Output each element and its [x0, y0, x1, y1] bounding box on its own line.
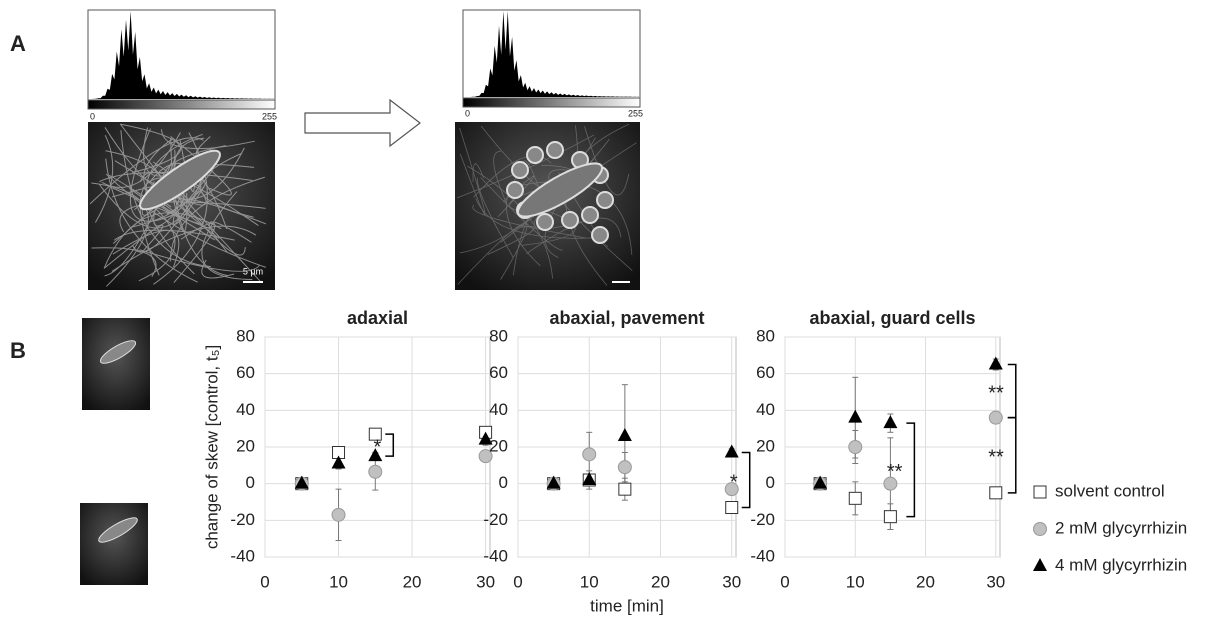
legend-label: 2 mM glycyrrhizin: [1055, 518, 1187, 537]
point: [848, 409, 863, 423]
point: [368, 448, 383, 462]
x-tick-label: 0: [260, 572, 269, 591]
point: [368, 464, 383, 479]
histogram-min: 0: [465, 108, 470, 118]
y-tick-label: 60: [489, 363, 508, 382]
arrow: [304, 98, 421, 148]
thumbnail: [80, 503, 148, 585]
legend-marker: [1033, 558, 1047, 571]
point: [478, 431, 493, 445]
chart-title: adaxial: [347, 308, 408, 328]
histogram: [464, 11, 639, 97]
point: [617, 428, 632, 441]
point: [368, 427, 382, 441]
point: [989, 486, 1003, 500]
x-tick-label: 30: [722, 572, 741, 591]
point: [848, 491, 862, 505]
point: [988, 356, 1003, 370]
x-tick-label: 10: [580, 572, 599, 591]
y-tick-label: 60: [756, 363, 775, 382]
legend-marker: [1033, 522, 1047, 536]
significance-label: **: [988, 447, 1004, 469]
panel-label: A: [10, 31, 26, 56]
y-tick-label: 80: [489, 326, 508, 345]
x-tick-label: 20: [403, 572, 422, 591]
y-tick-label: 40: [236, 400, 255, 419]
y-tick-label: 20: [489, 436, 508, 455]
y-tick-label: 40: [756, 400, 775, 419]
histogram: [89, 11, 274, 99]
x-tick-label: 0: [780, 572, 789, 591]
point: [848, 440, 863, 454]
significance-label: **: [988, 382, 1004, 404]
y-tick-label: -40: [750, 546, 775, 565]
significance-label: *: [373, 436, 381, 458]
chart-title: abaxial, pavement: [549, 308, 704, 328]
histogram-max: 255: [262, 111, 277, 121]
thumbnail: [82, 318, 150, 410]
significance-label: **: [887, 461, 903, 483]
point: [546, 475, 561, 489]
legend-label: 4 mM glycyrrhizin: [1055, 555, 1187, 574]
significance-bracket: [741, 451, 751, 509]
legend-label: solvent control: [1055, 481, 1165, 500]
point: [618, 482, 632, 496]
significance-bracket: [1007, 416, 1017, 494]
chart-title: abaxial, guard cells: [809, 308, 975, 328]
x-tick-label: 10: [329, 572, 348, 591]
point: [617, 460, 632, 475]
y-tick-label: 40: [489, 400, 508, 419]
point: [582, 447, 597, 462]
significance-bracket: [385, 433, 395, 457]
point: [331, 507, 346, 522]
y-tick-label: 60: [236, 363, 255, 382]
y-tick-label: -40: [483, 546, 508, 565]
x-tick-label: 20: [651, 572, 670, 591]
significance-bracket: [906, 422, 916, 518]
y-tick-label: 0: [499, 473, 508, 492]
y-tick-label: 20: [756, 436, 775, 455]
point: [883, 415, 898, 429]
x-axis-label: time [min]: [590, 596, 664, 615]
histogram-min: 0: [90, 111, 95, 121]
y-tick-label: -20: [483, 510, 508, 529]
gray-ramp: [87, 99, 276, 110]
histogram-max: 255: [628, 108, 643, 118]
point: [725, 501, 739, 514]
x-tick-label: 30: [476, 572, 495, 591]
legend-marker: [1033, 485, 1047, 499]
y-tick-label: 80: [756, 326, 775, 345]
significance-bracket: [1007, 363, 1017, 419]
y-tick-label: 0: [246, 473, 255, 492]
point: [988, 410, 1003, 425]
point: [883, 510, 897, 524]
x-tick-label: 30: [986, 572, 1005, 591]
y-tick-label: -20: [230, 510, 255, 529]
point: [331, 455, 346, 469]
micrograph: 5 µm: [88, 122, 275, 290]
x-tick-label: 0: [513, 572, 522, 591]
y-tick-label: 0: [766, 473, 775, 492]
point: [813, 475, 828, 489]
y-tick-label: -20: [750, 510, 775, 529]
significance-label: *: [730, 471, 738, 493]
y-tick-label: 20: [236, 436, 255, 455]
point: [883, 476, 898, 491]
point: [724, 482, 739, 497]
point: [724, 444, 739, 458]
x-tick-label: 20: [916, 572, 935, 591]
micrograph: [455, 122, 640, 290]
scale-bar-label: 5 µm: [243, 266, 263, 276]
point: [294, 475, 309, 489]
x-tick-label: 10: [846, 572, 865, 591]
gray-ramp: [462, 97, 641, 108]
point: [478, 449, 493, 464]
panel-label: B: [10, 338, 26, 363]
y-axis-label: change of skew [control, t₅]: [202, 345, 221, 549]
y-tick-label: 80: [236, 326, 255, 345]
y-tick-label: -40: [230, 546, 255, 565]
point: [582, 472, 597, 485]
